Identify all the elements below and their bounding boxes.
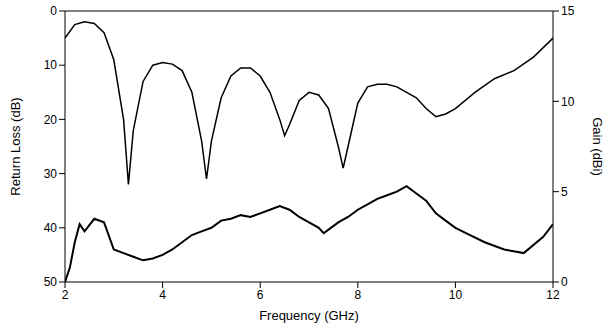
- svg-text:Gain (dBi): Gain (dBi): [590, 117, 605, 176]
- svg-text:0: 0: [50, 4, 57, 18]
- svg-text:6: 6: [257, 288, 264, 302]
- svg-text:4: 4: [159, 288, 166, 302]
- svg-text:10: 10: [44, 58, 58, 72]
- svg-text:2: 2: [62, 288, 69, 302]
- svg-text:12: 12: [546, 288, 560, 302]
- svg-text:20: 20: [44, 113, 58, 127]
- svg-text:0: 0: [561, 275, 568, 289]
- svg-text:30: 30: [44, 167, 58, 181]
- svg-text:10: 10: [561, 95, 575, 109]
- svg-text:Return Loss (dB): Return Loss (dB): [8, 97, 23, 195]
- svg-text:10: 10: [449, 288, 463, 302]
- svg-text:40: 40: [44, 221, 58, 235]
- svg-text:15: 15: [561, 4, 575, 18]
- svg-text:50: 50: [44, 275, 58, 289]
- svg-text:8: 8: [354, 288, 361, 302]
- svg-text:Frequency (GHz): Frequency (GHz): [259, 308, 359, 323]
- svg-text:5: 5: [561, 185, 568, 199]
